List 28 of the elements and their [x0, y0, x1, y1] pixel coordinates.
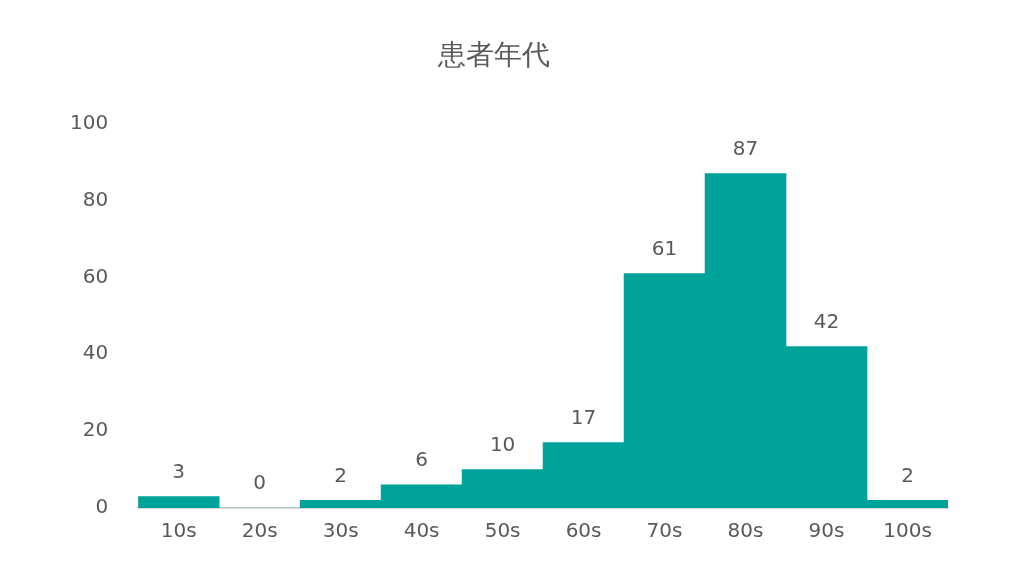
data-label: 87	[732, 135, 759, 160]
y-tick-label: 40	[82, 340, 109, 365]
data-label: 2	[901, 462, 914, 487]
x-tick-label: 100s	[883, 518, 932, 543]
x-tick-label: 80s	[727, 518, 764, 543]
x-tick-label: 50s	[484, 518, 521, 543]
data-label: 61	[651, 235, 678, 260]
x-tick-label: 20s	[241, 518, 278, 543]
x-tick-label: 30s	[322, 518, 359, 543]
data-label: 42	[813, 308, 840, 333]
data-label: 10	[489, 431, 516, 456]
x-tick-label: 90s	[808, 518, 845, 543]
x-tick-label: 40s	[403, 518, 440, 543]
y-tick-label: 100	[69, 109, 109, 134]
chart-title: 患者年代	[437, 38, 550, 72]
data-label: 2	[334, 462, 347, 487]
y-tick-label: 60	[82, 263, 109, 288]
y-tick-label: 20	[82, 417, 109, 442]
bar	[138, 496, 220, 508]
y-tick-label: 0	[95, 494, 109, 519]
data-label: 0	[253, 470, 267, 495]
y-tick-label: 80	[82, 186, 109, 211]
x-tick-label: 70s	[646, 518, 683, 543]
x-tick-label: 60s	[565, 518, 602, 543]
data-label: 3	[172, 458, 186, 483]
data-label: 6	[415, 447, 428, 472]
x-tick-label: 10s	[160, 518, 197, 543]
data-label: 17	[570, 404, 597, 429]
